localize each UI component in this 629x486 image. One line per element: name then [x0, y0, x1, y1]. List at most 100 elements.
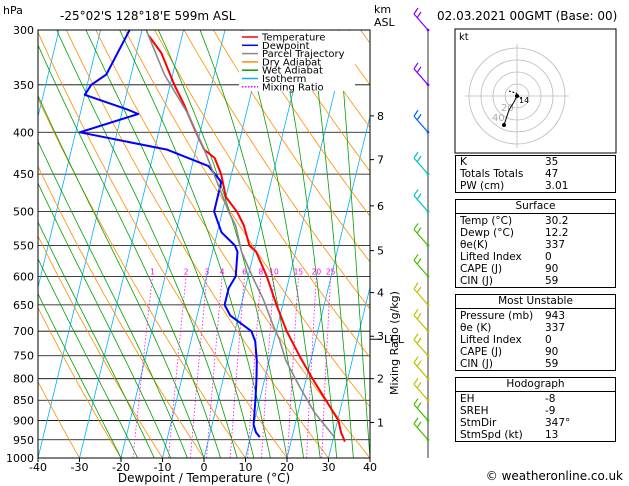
index-label: CAPE (J)	[460, 263, 503, 275]
dry-adiabat	[38, 235, 163, 458]
hodograph-trace	[503, 95, 518, 126]
index-value: 943	[545, 310, 566, 322]
pressure-tick-label: 950	[13, 434, 34, 447]
mixing-ratio-label: 2	[184, 267, 189, 276]
wet-adiabat	[310, 30, 354, 458]
wind-barbs	[413, 7, 430, 458]
isotherm	[120, 30, 226, 458]
wet-adiabat	[38, 182, 172, 458]
legend-bg	[239, 31, 355, 91]
wind-barb-dot	[426, 28, 430, 32]
wind-barb	[413, 314, 429, 332]
wind-barb	[413, 288, 429, 306]
wind-barb-flag	[413, 189, 419, 196]
km-tick-label: 5	[377, 245, 384, 258]
index-row: θe (K) 337	[456, 322, 615, 334]
index-label: θe (K)	[460, 322, 492, 334]
dry-adiabat	[38, 165, 205, 458]
index-value: 13	[545, 429, 559, 441]
wet-adiabat	[38, 257, 138, 458]
wind-barb-dot	[426, 130, 430, 134]
wind-barb-flag	[413, 223, 419, 230]
wet-adiabat	[38, 221, 155, 458]
wind-barb-flag	[413, 62, 419, 70]
mixing-ratio-line	[168, 276, 187, 458]
wind-barb-flag	[413, 151, 419, 159]
wind-barb	[413, 383, 429, 401]
index-label: PW (cm)	[460, 180, 505, 192]
mixing-ratio-line	[247, 276, 262, 458]
pressure-tick-label: 550	[13, 239, 34, 252]
indices-top-box: K 35 Totals Totals 47 PW (cm) 3.01	[455, 155, 616, 193]
mixing-ratio-line	[206, 276, 223, 458]
legend-label: Isotherm	[262, 74, 306, 85]
hodograph-ring-label-20: 20	[501, 103, 514, 114]
isotherm	[286, 114, 370, 458]
isotherm	[162, 30, 267, 458]
wind-barb-flag	[416, 421, 422, 429]
index-label: Lifted Index	[460, 251, 522, 263]
pressure-tick-label: 700	[13, 325, 34, 338]
index-row: SREH -9	[456, 405, 615, 417]
x-axis-label: Dewpoint / Temperature (°C)	[118, 471, 290, 485]
mixing-ratio-axis-label: Mixing Ratio (g/kg)	[388, 291, 401, 395]
wind-barb-flag	[413, 333, 419, 341]
km-tick-label: 1	[377, 417, 384, 430]
hodograph-indices-box: Hodograph EH -8 SREH -9 StmDir 347° StmSpd (kt…	[455, 377, 616, 442]
wet-adiabat	[338, 30, 370, 458]
wind-barb-flag	[416, 113, 422, 121]
index-value: 59	[545, 275, 559, 287]
index-row: CAPE (J) 90	[456, 346, 615, 358]
mixing-ratio-label: 25	[326, 267, 336, 276]
pressure-tick-label: 650	[13, 299, 34, 312]
mixing-ratio-line	[190, 276, 208, 458]
asl-label: ASL	[374, 16, 396, 29]
dry-adiabat	[38, 97, 246, 458]
temp-tick-label: 10	[239, 461, 253, 474]
storm-motion-label: 14	[519, 96, 529, 105]
isotherm	[245, 30, 350, 458]
wind-barb-dot	[426, 210, 430, 213]
wind-barb-dot	[426, 83, 430, 87]
index-label: Dewp (°C)	[460, 227, 514, 239]
hodograph: kt 40 20 14	[454, 28, 617, 154]
wind-barb-dot	[426, 244, 430, 247]
wind-barb-flag	[416, 11, 422, 19]
pressure-tick-label: 850	[13, 394, 34, 407]
index-row: Dewp (°C) 12.2	[456, 227, 615, 239]
datetime-label: 02.03.2021 00GMT (Base: 00)	[437, 9, 617, 23]
wet-adiabat	[56, 30, 238, 458]
index-row: Lifted Index 0	[456, 251, 615, 263]
wind-barb-flag	[413, 377, 419, 385]
wet-adiabat	[85, 30, 255, 458]
wind-barb	[413, 339, 429, 357]
pressure-tick-label: 400	[13, 126, 34, 139]
wet-adiabat	[119, 30, 271, 458]
isotherm	[38, 30, 60, 119]
wind-barb-flag	[413, 254, 419, 261]
dry-adiabat	[271, 30, 370, 173]
legend-label: Temperature	[261, 33, 325, 44]
most-unstable-box: Most Unstable Pressure (mb) 943 θe (K) 337 L…	[455, 294, 616, 371]
index-value: 337	[545, 322, 566, 334]
wet-adiabat	[38, 292, 122, 458]
hodograph-point	[502, 123, 506, 127]
dry-adiabat	[124, 30, 370, 408]
wind-barb	[413, 229, 429, 246]
index-value: 35	[545, 156, 559, 168]
wind-barb-dot	[426, 275, 430, 278]
legend-label: Dry Adiabat	[262, 57, 321, 68]
dry-adiabat	[38, 306, 122, 458]
wind-barb	[413, 13, 429, 31]
wind-barb-flag	[416, 381, 422, 389]
pressure-tick-label: 1000	[6, 452, 34, 465]
wet-adiabat	[38, 44, 221, 458]
mixing-ratio-line	[229, 276, 245, 458]
wind-barb-flag	[416, 286, 422, 294]
mixing-ratio-labels: 1 2 3 4 6 8 10 15 20 25	[150, 267, 335, 276]
wind-barb	[413, 115, 429, 133]
km-axis: 1 2 3 4 5 6 7 8	[370, 110, 384, 430]
index-row: PW (cm) 3.01	[456, 180, 615, 192]
indices-panel: K 35 Totals Totals 47 PW (cm) 3.01 Surface Te…	[455, 155, 616, 448]
